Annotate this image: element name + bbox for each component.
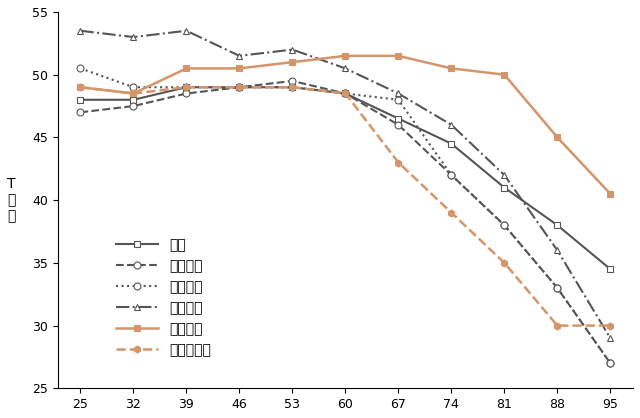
- Line: 空間認知: 空間認知: [77, 77, 614, 367]
- 推論: [500, 185, 508, 190]
- 空間認知: [500, 223, 508, 228]
- 言語性記憶: [500, 260, 508, 265]
- 知覚速度: [182, 85, 190, 90]
- 推論: [342, 91, 349, 96]
- 知覚速度: [394, 97, 402, 102]
- Line: 言語性記憶: 言語性記憶: [77, 84, 614, 329]
- Line: 言語理解: 言語理解: [77, 52, 614, 197]
- 言語理解: [182, 66, 190, 71]
- 空間認知: [236, 85, 243, 90]
- Y-axis label: T
得
点: T 得 点: [7, 177, 15, 223]
- 推論: [236, 85, 243, 90]
- Line: 数的処理: 数的処理: [77, 27, 614, 342]
- 知覚速度: [500, 223, 508, 228]
- 数的処理: [130, 35, 138, 40]
- 言語性記憶: [182, 85, 190, 90]
- 空間認知: [447, 173, 455, 178]
- 空間認知: [554, 285, 561, 291]
- 数的処理: [554, 248, 561, 253]
- 言語性記憶: [554, 323, 561, 328]
- 言語理解: [342, 54, 349, 59]
- 推論: [130, 97, 138, 102]
- 知覚速度: [77, 66, 84, 71]
- Line: 推論: 推論: [77, 84, 614, 273]
- 知覚速度: [447, 173, 455, 178]
- 数的処理: [500, 173, 508, 178]
- 言語理解: [394, 54, 402, 59]
- 言語性記憶: [289, 85, 296, 90]
- 知覚速度: [607, 361, 614, 366]
- 言語性記憶: [447, 210, 455, 215]
- 推論: [77, 97, 84, 102]
- 推論: [289, 85, 296, 90]
- 言語理解: [554, 135, 561, 140]
- 空間認知: [289, 79, 296, 84]
- 言語理解: [500, 72, 508, 77]
- 空間認知: [182, 91, 190, 96]
- 言語性記憶: [77, 85, 84, 90]
- 知覚速度: [130, 85, 138, 90]
- 知覚速度: [289, 85, 296, 90]
- 数的処理: [394, 91, 402, 96]
- 数的処理: [289, 47, 296, 52]
- 言語理解: [236, 66, 243, 71]
- 言語理解: [77, 85, 84, 90]
- 推論: [607, 267, 614, 272]
- 言語性記憶: [130, 91, 138, 96]
- 空間認知: [607, 361, 614, 366]
- 言語性記憶: [236, 85, 243, 90]
- Legend: 推論, 空間認知, 知覚速度, 数的処理, 言語理解, 言語性記憶: 推論, 空間認知, 知覚速度, 数的処理, 言語理解, 言語性記憶: [111, 233, 216, 362]
- 空間認知: [342, 91, 349, 96]
- 数的処理: [182, 28, 190, 33]
- 空間認知: [394, 122, 402, 127]
- 推論: [447, 141, 455, 146]
- 推論: [182, 85, 190, 90]
- 推論: [394, 116, 402, 121]
- 空間認知: [130, 104, 138, 109]
- 言語理解: [607, 191, 614, 196]
- 言語理解: [289, 60, 296, 65]
- 知覚速度: [342, 91, 349, 96]
- 言語性記憶: [342, 91, 349, 96]
- 知覚速度: [236, 85, 243, 90]
- 数的処理: [447, 122, 455, 127]
- 言語性記憶: [607, 323, 614, 328]
- 言語理解: [130, 91, 138, 96]
- 言語理解: [447, 66, 455, 71]
- 空間認知: [77, 110, 84, 115]
- 知覚速度: [554, 285, 561, 291]
- 数的処理: [342, 66, 349, 71]
- 推論: [554, 223, 561, 228]
- 数的処理: [236, 54, 243, 59]
- 言語性記憶: [394, 160, 402, 165]
- 数的処理: [77, 28, 84, 33]
- Line: 知覚速度: 知覚速度: [77, 65, 614, 367]
- 数的処理: [607, 336, 614, 341]
